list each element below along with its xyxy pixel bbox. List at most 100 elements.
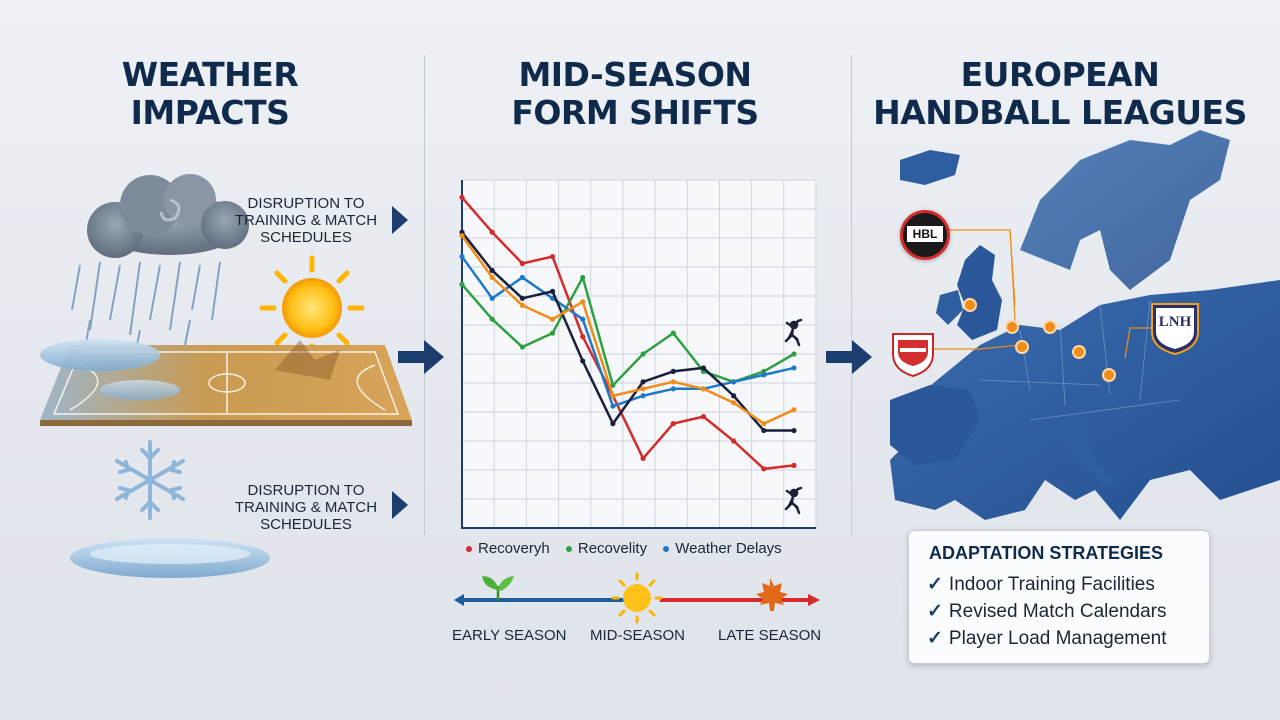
series-line-3 [461,231,794,432]
flow-arrow-right [826,340,872,374]
caption-line: SCHEDULES [260,229,352,246]
handball-player-icon [784,486,803,515]
league-shield-badge [892,333,934,378]
legend-item: Weather Delays [663,540,782,557]
sun-icon [259,255,365,361]
data-point [761,372,767,378]
chart-legend: Recoveryh Recovelity Weather Delays [466,540,794,557]
title-line: HANDBALL LEAGUES [873,93,1247,132]
series-line-4 [460,234,795,425]
data-point [670,368,676,374]
data-point [519,302,525,308]
divider-right [851,55,852,535]
sun-icon [611,572,663,624]
season-label-mid: MID-SEASON [590,627,686,644]
strategy-item: ✓ Player Load Management [927,627,1167,650]
data-point [640,386,646,392]
weather-impacts-title: WEATHER IMPACTS [80,56,340,132]
data-point [700,414,707,420]
data-point [610,403,616,409]
data-point [640,393,646,399]
data-point [459,194,465,200]
data-point [670,330,676,336]
legend-item: Recoveryh [466,540,550,557]
data-point [580,316,586,322]
caption-arrow-bottom [392,491,408,519]
title-line: MID-SEASON [518,55,752,94]
data-point [640,351,646,357]
data-point [459,253,465,260]
season-label-late: LATE SEASON [718,627,822,644]
data-point [459,233,465,239]
title-line: EUROPEAN [960,55,1160,94]
data-point [670,386,676,392]
data-point [580,334,586,340]
title-line: IMPACTS [130,93,290,132]
legend-label: Weather Delays [675,540,782,557]
data-point [489,295,495,301]
form-shift-chart [459,179,817,529]
legend-dot-blue [663,546,670,553]
caption-line: TRAINING & MATCH [234,212,378,229]
data-point [580,358,586,364]
data-point [700,365,707,371]
data-point [489,316,495,322]
chart-axes [461,180,816,529]
sprout-icon [482,576,514,600]
european-leagues-title: EUROPEAN HANDBALL LEAGUES [870,56,1250,132]
data-point [731,379,737,385]
legend-label: Recoveryh [478,540,550,557]
mid-season-title: MID-SEASON FORM SHIFTS [470,56,800,132]
legend-label: Recovelity [577,540,648,557]
data-point [761,466,767,472]
title-line: WEATHER [121,55,299,94]
strategies-heading: ADAPTATION STRATEGIES [929,543,1163,563]
legend-dot-red [466,546,472,553]
legend-dot-green [565,546,572,553]
data-point [549,253,556,260]
hbl-badge-label: HBL [907,226,943,242]
data-point [610,421,616,427]
caption-bottom: DISRUPTION TO TRAINING & MATCH SCHEDULES [226,482,386,533]
data-point [610,393,616,399]
handball-court-icon [40,339,412,426]
data-point [489,229,495,235]
data-point [761,427,767,434]
strategy-label: Player Load Management [948,628,1167,649]
checkmark-icon: ✓ [927,601,943,622]
data-point [670,421,676,427]
flow-arrow-left [398,340,444,374]
data-point [549,330,556,336]
data-point [791,365,797,371]
data-point [519,295,525,301]
data-point [519,274,525,281]
data-point [791,407,797,413]
checkmark-icon: ✓ [927,574,943,595]
season-label-early: EARLY SEASON [452,627,567,644]
data-point [731,438,737,444]
data-point [549,316,556,322]
snowflake-icon [115,440,185,520]
maple-leaf-icon [756,578,788,611]
data-point [489,267,495,274]
data-point [549,288,556,294]
lnh-badge [1151,303,1199,356]
caption-line: SCHEDULES [260,516,352,533]
data-point [640,379,646,385]
caption-line: TRAINING & MATCH [234,499,378,516]
strategy-label: Revised Match Calendars [948,601,1167,622]
strategy-label: Indoor Training Facilities [948,574,1155,595]
hbl-badge: HBL [900,210,950,260]
data-point [791,462,797,468]
strategy-item: ✓ Indoor Training Facilities [927,573,1155,596]
handball-player-icon [784,318,803,347]
data-point [519,344,525,350]
data-point [459,281,465,287]
data-point [791,427,797,434]
data-point [670,379,676,385]
legend-item: Recovelity [565,540,648,557]
data-point [580,274,586,281]
data-point [580,299,586,305]
strategy-item: ✓ Revised Match Calendars [927,600,1166,623]
caption-line: DISRUPTION TO [247,482,365,499]
